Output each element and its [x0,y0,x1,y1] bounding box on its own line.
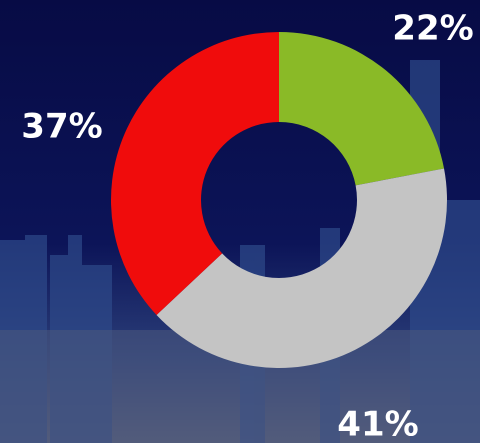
value-label: 41% [337,405,418,443]
donut-slice [111,32,280,316]
donut-slice [156,168,447,368]
value-label: 37% [21,107,102,147]
donut-slice [279,32,445,186]
value-label: 22% [392,9,473,49]
